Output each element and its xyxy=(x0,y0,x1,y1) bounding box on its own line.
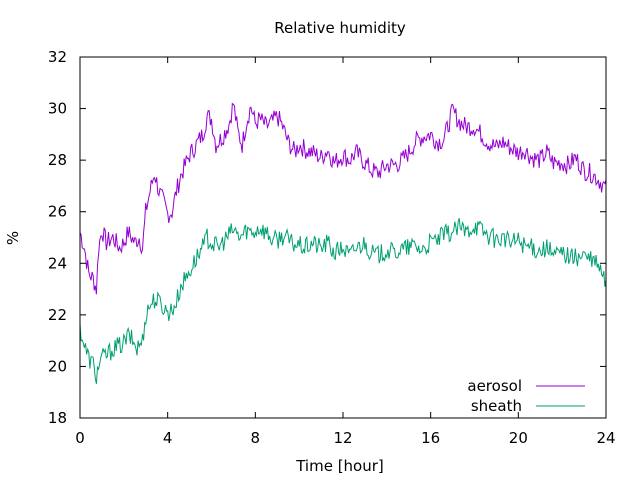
x-tick-label: 8 xyxy=(251,429,261,447)
x-tick-label: 16 xyxy=(421,429,440,447)
y-tick-label: 28 xyxy=(48,151,67,169)
chart-title: Relative humidity xyxy=(274,19,406,37)
y-axis-label: % xyxy=(4,231,22,245)
x-tick-label: 0 xyxy=(75,429,85,447)
y-tick-label: 20 xyxy=(48,357,67,375)
y-tick-label: 26 xyxy=(48,203,67,221)
x-tick-label: 12 xyxy=(333,429,352,447)
legend-label-aerosol: aerosol xyxy=(467,377,522,395)
y-tick-label: 22 xyxy=(48,306,67,324)
series-line-aerosol xyxy=(79,102,607,295)
x-axis-label: Time [hour] xyxy=(295,457,384,475)
y-tick-label: 18 xyxy=(48,409,67,427)
plot-area: 0 4 8 12 16 20 24 18 20 22 24 26 28 30 32 xyxy=(48,48,616,447)
legend: aerosol sheath xyxy=(467,377,585,415)
x-tick-label: 4 xyxy=(163,429,173,447)
plot-frame xyxy=(79,56,607,419)
y-tick-label: 32 xyxy=(48,48,67,66)
x-tick-label: 20 xyxy=(509,429,528,447)
series-line-sheath xyxy=(79,217,607,385)
y-tick-label: 24 xyxy=(48,254,67,272)
y-tick-label: 30 xyxy=(48,100,67,118)
x-tick-label: 24 xyxy=(596,429,615,447)
legend-label-sheath: sheath xyxy=(471,397,522,415)
